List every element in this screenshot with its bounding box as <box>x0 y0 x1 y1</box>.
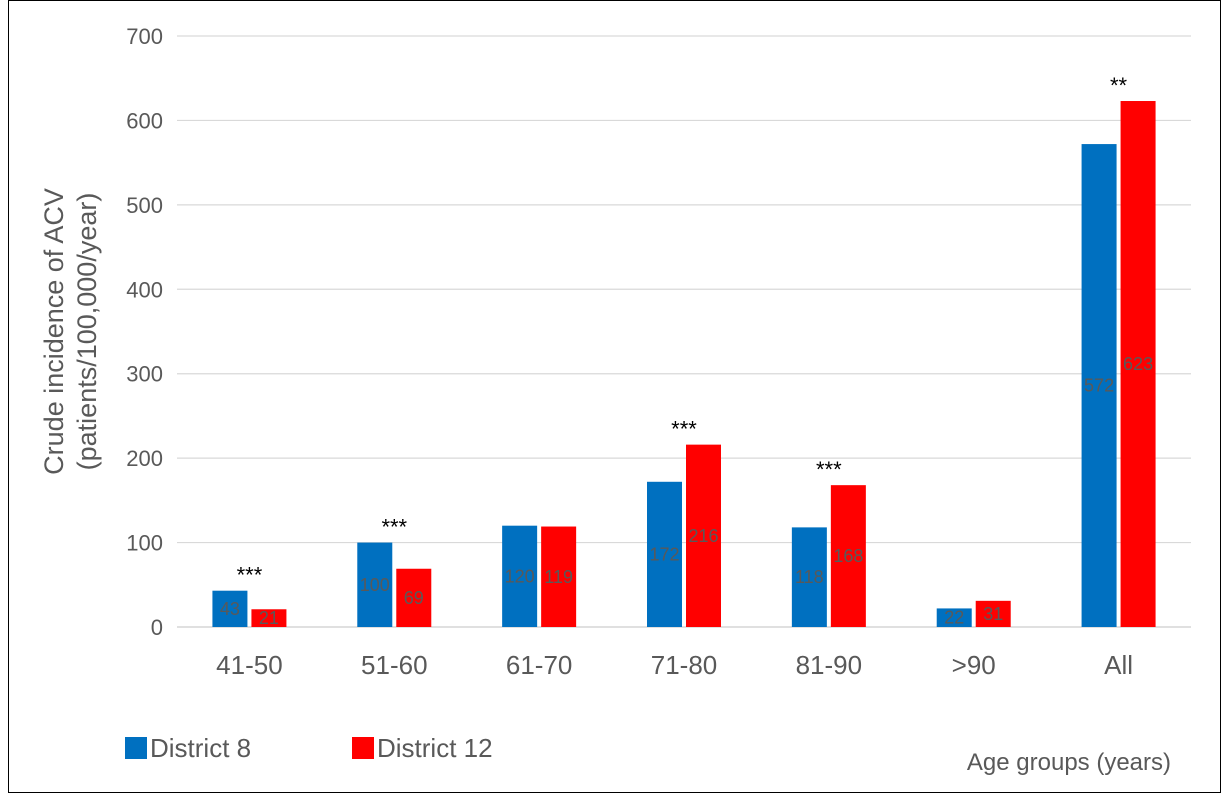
y-tick-label: 300 <box>126 362 163 387</box>
data-label: 22 <box>944 608 964 628</box>
x-tick-label: All <box>1104 650 1133 680</box>
significance-marker: *** <box>671 417 697 442</box>
x-axis-categories: 41-50 51-60 61-70 71-80 81-90 >90 All <box>216 650 1133 680</box>
bar-district-8 <box>212 590 248 627</box>
data-label: 100 <box>360 575 390 595</box>
data-label: 119 <box>544 567 573 587</box>
bar-district-12 <box>1120 101 1156 627</box>
data-label: 172 <box>649 544 679 564</box>
data-label: 216 <box>688 526 718 546</box>
x-tick-label: 41-50 <box>216 650 283 680</box>
data-label: 120 <box>505 566 535 586</box>
bar-district-12 <box>686 444 721 627</box>
y-tick-label: 700 <box>126 24 163 49</box>
legend-label-district-12: District 12 <box>377 733 493 763</box>
bars: 43 21 *** 100 69 *** 120 119 172 216 *** 118 168 *** 2… <box>212 73 1156 628</box>
y-tick-label: 500 <box>126 193 163 218</box>
bar-district-8 <box>1081 144 1117 627</box>
bar-district-8 <box>357 542 393 627</box>
bar-district-12 <box>830 485 866 627</box>
bar-district-8 <box>791 527 827 627</box>
x-tick-label: 51-60 <box>361 650 428 680</box>
chart-frame: 0 100 200 300 400 500 600 700 43 21 *** 100 69 *** 12… <box>8 0 1221 793</box>
y-tick-label: 0 <box>151 615 163 640</box>
x-tick-label: 81-90 <box>796 650 863 680</box>
significance-marker: ** <box>1110 73 1128 98</box>
legend: District 8 District 12 <box>125 733 493 763</box>
y-tick-label: 600 <box>126 108 163 133</box>
legend-label-district-8: District 8 <box>150 733 251 763</box>
data-label: 31 <box>983 604 1003 624</box>
x-tick-label: >90 <box>952 650 996 680</box>
data-label: 69 <box>404 588 424 608</box>
x-axis-label: Age groups (years) <box>967 749 1171 776</box>
bar-district-12 <box>251 609 287 627</box>
x-tick-label: 71-80 <box>651 650 718 680</box>
gridlines <box>177 35 1191 628</box>
significance-marker: *** <box>381 515 407 540</box>
legend-swatch-district-8 <box>125 737 147 759</box>
data-label: 43 <box>220 599 240 619</box>
bar-district-8 <box>502 525 538 627</box>
y-axis-label-line1: Crude incidence of ACV <box>39 188 69 475</box>
data-label: 118 <box>795 567 824 587</box>
y-tick-label: 100 <box>126 531 163 556</box>
y-axis-label-line2: (patients/100,000/year) <box>72 193 102 471</box>
bar-district-12 <box>541 526 577 627</box>
x-tick-label: 61-70 <box>506 650 573 680</box>
y-axis-ticks: 0 100 200 300 400 500 600 700 <box>126 24 163 640</box>
bar-district-8 <box>936 608 972 627</box>
data-label: 623 <box>1123 354 1153 374</box>
y-tick-label: 400 <box>126 277 163 302</box>
data-label: 572 <box>1084 376 1114 396</box>
legend-swatch-district-12 <box>352 737 374 759</box>
bar-district-8 <box>647 481 682 627</box>
bar-chart: 0 100 200 300 400 500 600 700 43 21 *** 100 69 *** 12… <box>39 24 1191 776</box>
y-tick-label: 200 <box>126 446 163 471</box>
significance-marker: *** <box>816 457 842 482</box>
bar-district-12 <box>975 600 1011 627</box>
bar-district-12 <box>396 568 432 627</box>
significance-marker: *** <box>237 563 263 588</box>
data-label: 168 <box>833 546 863 566</box>
data-label: 21 <box>259 608 279 628</box>
